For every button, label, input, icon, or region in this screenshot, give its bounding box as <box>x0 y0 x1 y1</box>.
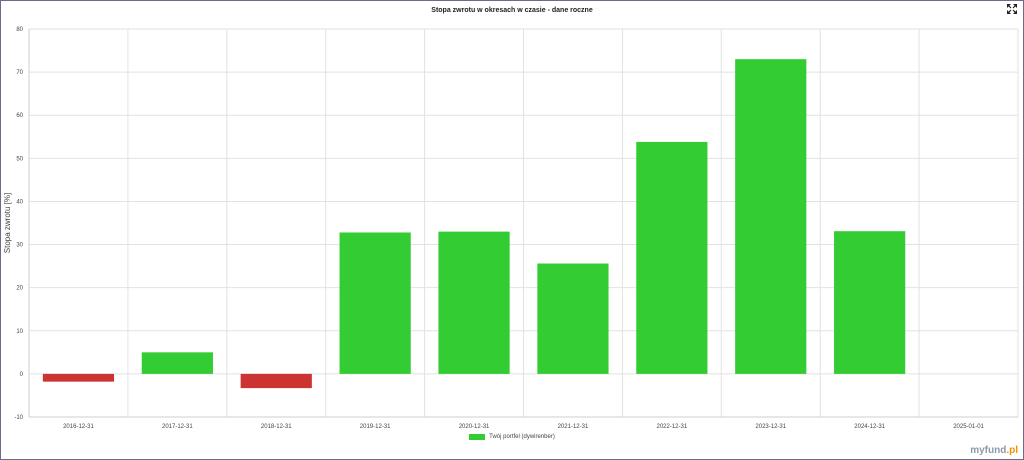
x-tick-label: 2016-12-31 <box>63 424 94 430</box>
legend[interactable]: Twój portfel (dywirenber) <box>0 434 1024 441</box>
x-tick-label: 2019-12-31 <box>360 424 391 430</box>
y-tick-label: 20 <box>16 286 23 292</box>
x-tick-label: 2024-12-31 <box>854 424 885 430</box>
y-tick-label: 80 <box>16 27 23 33</box>
bar-2017-12-31[interactable] <box>141 352 213 374</box>
y-tick-label: 10 <box>16 329 23 335</box>
x-tick-label: 2022-12-31 <box>656 424 687 430</box>
y-tick-label: 0 <box>20 372 24 378</box>
y-tick-label: 30 <box>16 243 23 249</box>
x-tick-label: 2017-12-31 <box>162 424 193 430</box>
y-tick-label: 50 <box>16 156 23 162</box>
x-tick-label: 2023-12-31 <box>755 424 786 430</box>
legend-label: Twój portfel (dywirenber) <box>489 434 555 440</box>
bar-2018-12-31[interactable] <box>240 373 312 389</box>
x-tick-label: 2018-12-31 <box>261 424 292 430</box>
bar-2022-12-31[interactable] <box>636 141 708 374</box>
bar-2019-12-31[interactable] <box>339 232 411 374</box>
y-tick-label: -10 <box>14 415 23 421</box>
y-tick-label: 60 <box>16 113 23 119</box>
bar-2016-12-31[interactable] <box>42 373 115 382</box>
y-axis-label: Stopa zwrotu [%] <box>3 193 12 253</box>
expand-icon[interactable] <box>1006 3 1018 15</box>
bar-2024-12-31[interactable] <box>834 231 906 374</box>
x-tick-label: 2021-12-31 <box>558 424 589 430</box>
brand-logo: myfund.pl <box>970 445 1018 456</box>
x-tick-label: 2020-12-31 <box>459 424 490 430</box>
bar-2020-12-31[interactable] <box>438 231 510 374</box>
y-tick-label: 40 <box>16 199 23 205</box>
x-tick-label: 2025-01-01 <box>953 424 984 430</box>
bar-2021-12-31[interactable] <box>537 263 609 374</box>
bar-2023-12-31[interactable] <box>735 59 807 374</box>
legend-swatch <box>469 434 486 440</box>
y-tick-label: 70 <box>16 70 23 76</box>
chart-title: Stopa zwrotu w okresach w czasie - dane … <box>431 7 593 14</box>
